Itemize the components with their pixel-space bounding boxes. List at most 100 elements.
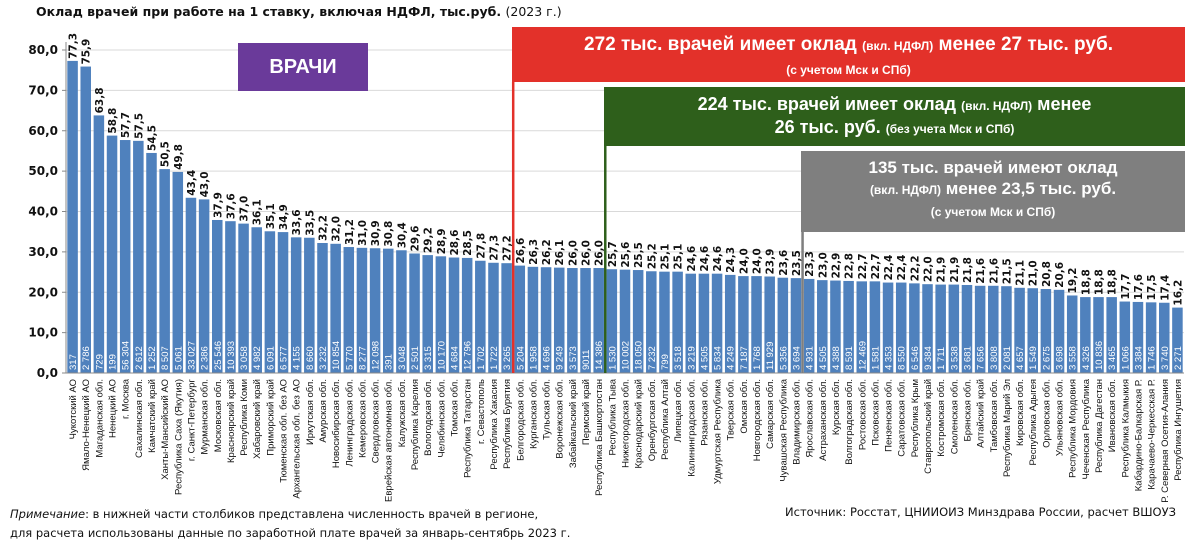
category-label: Белгородская обл. xyxy=(515,379,526,461)
count-label: 4 505 xyxy=(699,346,710,370)
category-label: Ярославская обл. xyxy=(805,379,816,458)
category-label: Тамбовская обл. xyxy=(989,379,1000,452)
count-label: 8 591 xyxy=(844,346,855,370)
count-label: 12 098 xyxy=(371,341,382,370)
category-label: Московская обл. xyxy=(213,379,224,452)
category-label: Республика Саха (Якутия) xyxy=(173,379,184,495)
count-label: 1 722 xyxy=(489,346,500,370)
bar xyxy=(356,247,368,373)
category-label: Республика Крым xyxy=(910,379,921,457)
value-label: 36,1 xyxy=(252,199,264,225)
bar xyxy=(869,281,881,373)
category-label: Костромская обл. xyxy=(936,379,947,457)
category-label: Томская обл. xyxy=(450,379,461,437)
value-label: 37,6 xyxy=(225,193,237,219)
bar xyxy=(369,248,381,373)
count-label: 10 393 xyxy=(226,341,237,370)
category-label: Камчатский край xyxy=(147,379,158,453)
chart-title: Оклад врачей при работе на 1 ставку, вкл… xyxy=(36,4,562,19)
value-label: 57,7 xyxy=(120,112,132,138)
count-label: 4 505 xyxy=(818,346,829,370)
count-label: 2 675 xyxy=(1041,346,1052,370)
bar xyxy=(961,284,973,373)
bar xyxy=(632,270,644,373)
value-label: 22,4 xyxy=(883,255,895,281)
value-label: 29,6 xyxy=(410,226,422,252)
count-label: 8 507 xyxy=(160,346,171,370)
category-label: Ленинградская обл. xyxy=(344,379,355,467)
category-label: Р. Северная Осетия-Алания xyxy=(1160,379,1171,503)
bar xyxy=(172,171,184,373)
bar xyxy=(501,263,512,373)
value-label: 17,6 xyxy=(1133,274,1145,300)
count-label: 5 834 xyxy=(713,346,724,370)
bar xyxy=(567,268,578,373)
y-tick-label: 10,0 xyxy=(28,326,58,340)
category-label: Самарская обл. xyxy=(765,379,776,449)
category-label: г. Севастополь xyxy=(476,379,487,444)
value-label: 25,1 xyxy=(673,244,685,270)
category-label: Курская обл. xyxy=(831,379,842,435)
bar xyxy=(948,284,960,373)
category-label: г. Санкт-Петербург xyxy=(186,378,197,461)
category-label: Республика Дагестан xyxy=(1094,379,1105,473)
count-label: 14 386 xyxy=(594,341,605,370)
value-label: 54,5 xyxy=(146,125,158,151)
annotation-grey: 135 тыс. врачей имеют оклад (вкл. НДФЛ) … xyxy=(801,151,1185,232)
value-label: 16,2 xyxy=(1172,280,1184,306)
y-tick-label: 60,0 xyxy=(28,124,58,138)
count-label: 2 386 xyxy=(200,346,211,370)
value-label: 22,0 xyxy=(923,256,935,282)
bar xyxy=(133,140,144,373)
value-label: 21,0 xyxy=(1028,260,1040,286)
count-label: 2 786 xyxy=(81,346,92,370)
count-label: 2 501 xyxy=(410,346,421,370)
value-label: 23,6 xyxy=(778,250,790,276)
bar xyxy=(646,271,657,373)
category-label: Тульская обл. xyxy=(542,379,553,440)
category-label: Свердловская обл. xyxy=(371,379,382,463)
category-label: Кабардино-Балкарская Р. xyxy=(1133,379,1144,491)
value-label: 43,0 xyxy=(199,171,211,197)
value-label: 27,8 xyxy=(475,233,487,259)
value-label: 23,0 xyxy=(817,252,829,278)
y-tick-label: 40,0 xyxy=(28,205,58,219)
bar xyxy=(277,232,289,373)
bar xyxy=(895,282,907,373)
count-label: 3 384 xyxy=(1133,346,1144,370)
category-label: Чукотский АО xyxy=(68,379,79,439)
category-label: Иркутская обл. xyxy=(305,379,316,445)
bar xyxy=(185,197,197,373)
value-label: 26,0 xyxy=(567,240,579,266)
bar xyxy=(343,247,355,373)
bar xyxy=(738,276,749,373)
bar xyxy=(1014,287,1025,373)
value-label: 24,6 xyxy=(699,246,711,272)
y-tick-label: 80,0 xyxy=(28,43,58,57)
value-label: 37,0 xyxy=(239,196,251,222)
count-label: 3 573 xyxy=(568,346,579,370)
bar xyxy=(409,253,420,373)
category-label: Пермский край xyxy=(581,379,592,445)
category-label: Мурманская обл. xyxy=(200,379,211,455)
count-label: 12 469 xyxy=(857,341,868,370)
bar xyxy=(1080,297,1091,373)
count-label: 4 931 xyxy=(805,346,816,370)
value-label: 21,9 xyxy=(949,257,961,283)
category-label: Республика Мордовия xyxy=(1068,379,1079,478)
value-label: 28,9 xyxy=(436,228,448,254)
value-label: 21,5 xyxy=(1001,258,1013,284)
category-label: Карачаево-Черкесская Р. xyxy=(1147,379,1158,490)
count-label: 5 770 xyxy=(344,346,355,370)
value-label: 20,8 xyxy=(1041,261,1053,287)
count-label: 6 546 xyxy=(910,346,921,370)
category-label: Республика Ингушетия xyxy=(1173,379,1184,481)
source-note: Источник: Росстат, ЦНИИОИЗ Минздрава Рос… xyxy=(785,505,1176,519)
count-label: 3 698 xyxy=(1055,346,1066,370)
bar xyxy=(777,277,789,373)
value-label: 49,8 xyxy=(173,144,185,170)
bar xyxy=(685,273,697,373)
value-label: 21,8 xyxy=(962,257,974,283)
value-label: 33,5 xyxy=(304,210,316,236)
